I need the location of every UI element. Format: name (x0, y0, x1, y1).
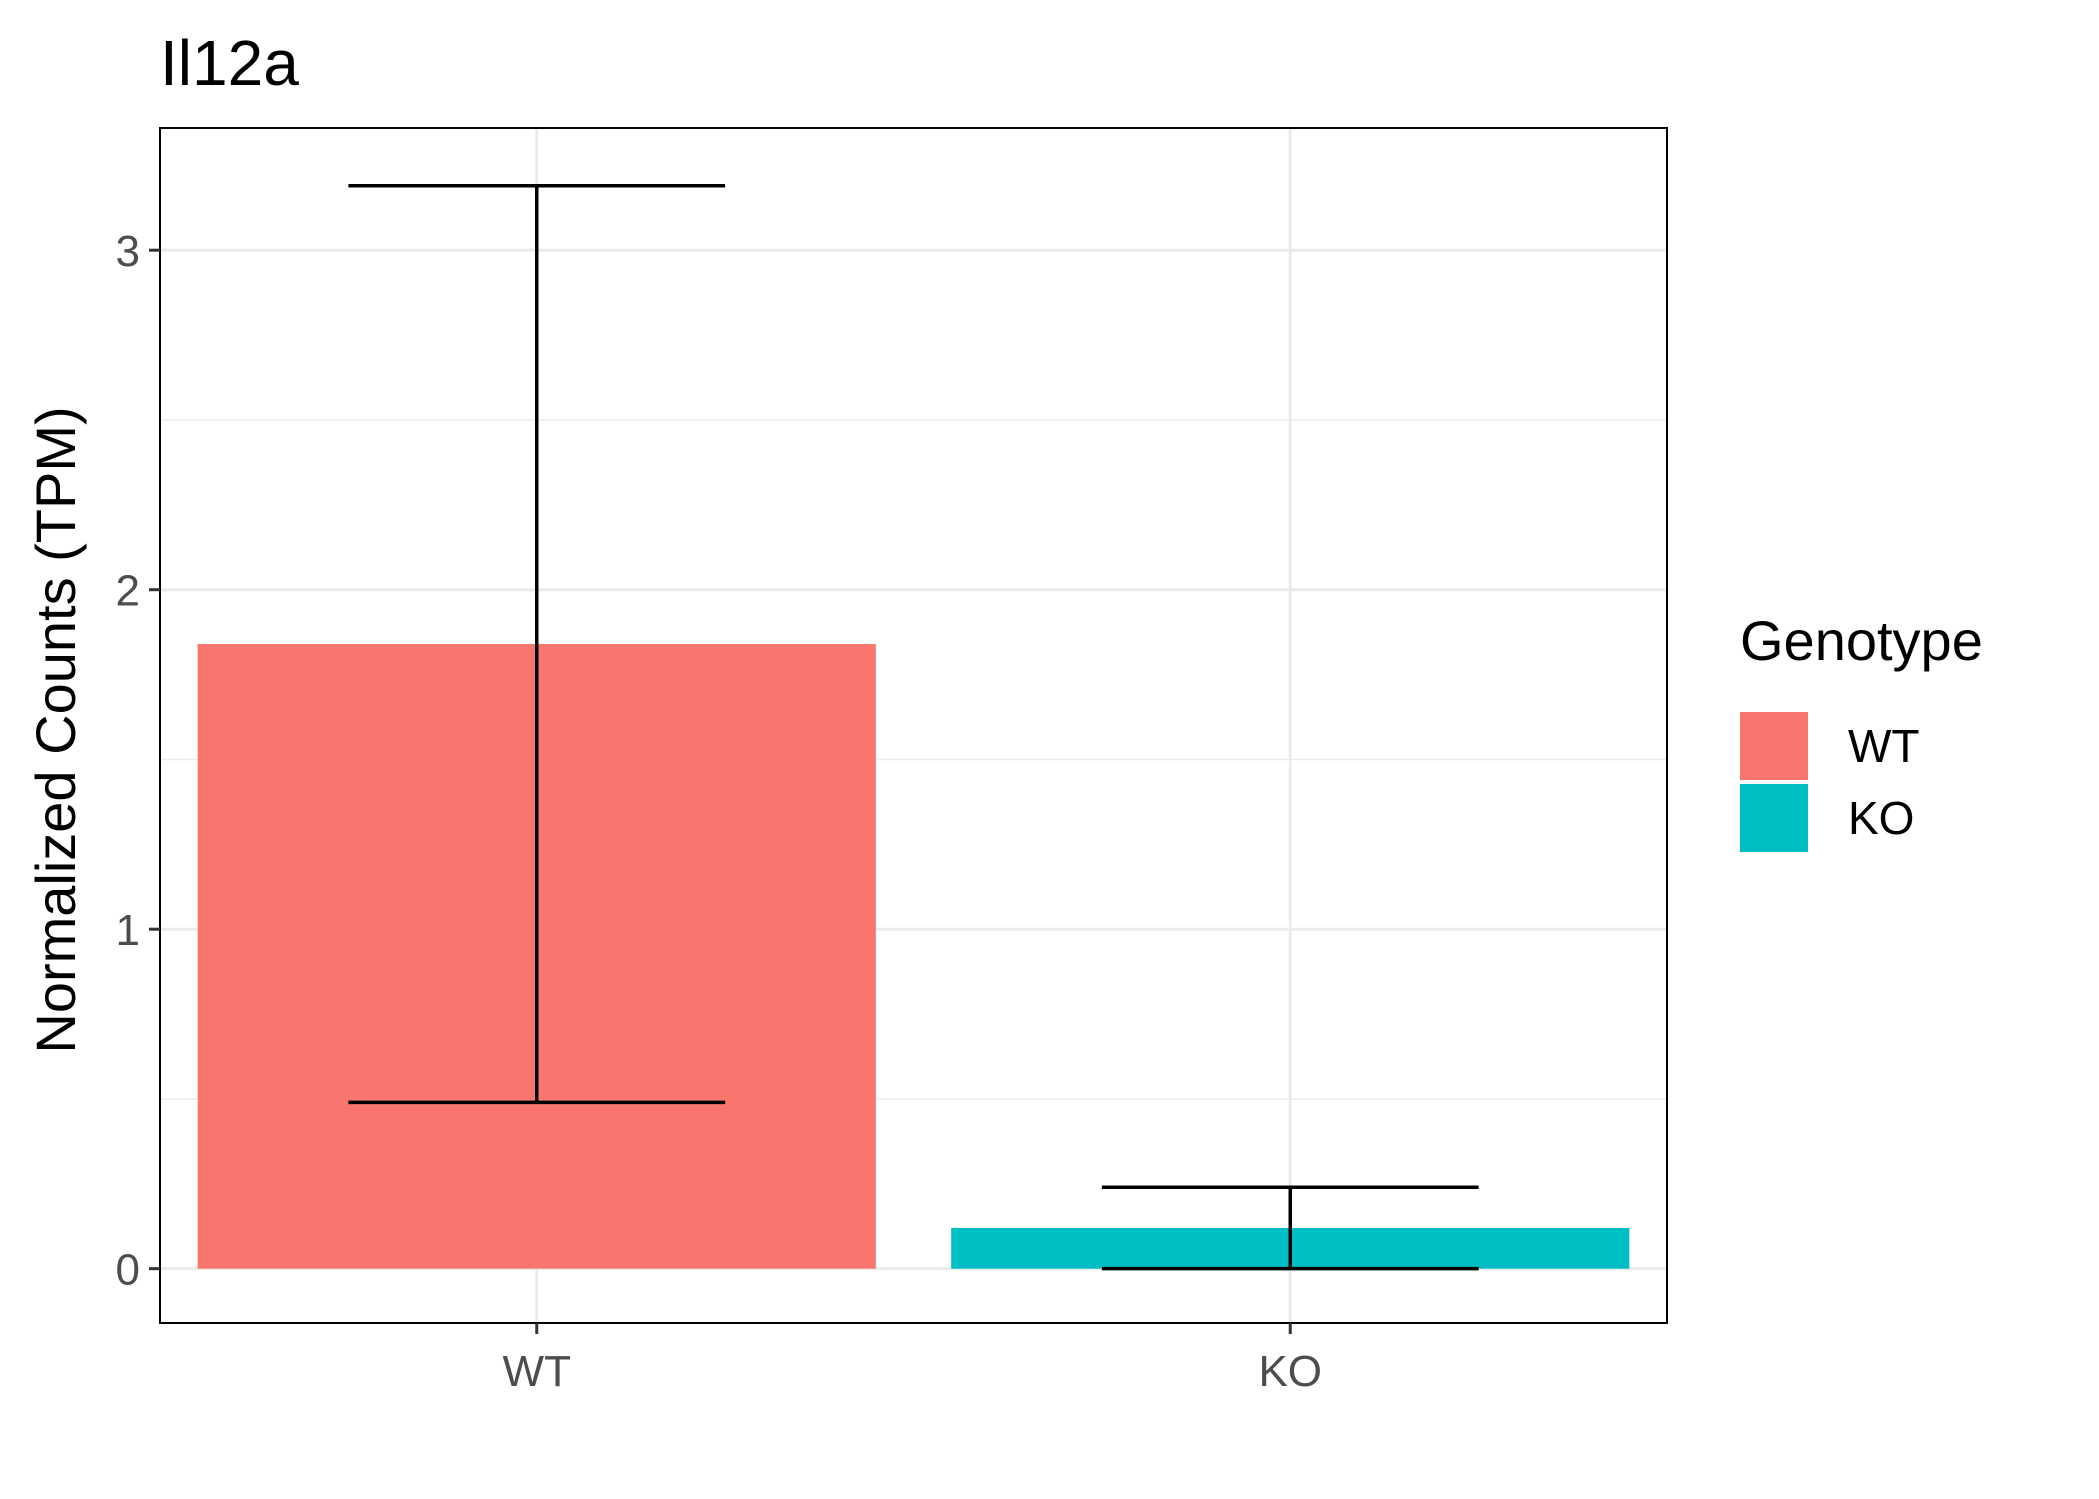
chart-title: Il12a (160, 27, 299, 99)
legend-title: Genotype (1740, 609, 1983, 672)
x-tick-label: KO (1258, 1347, 1322, 1396)
bars (197, 644, 1630, 1269)
legend-swatch-wt (1740, 712, 1808, 780)
error-bars (348, 183, 1479, 1271)
y-tick-label: 2 (116, 567, 140, 616)
y-tick-label: 1 (116, 906, 140, 955)
y-tick-label: 0 (116, 1246, 140, 1295)
y-axis-label: Normalized Counts (TPM) (24, 406, 87, 1053)
legend: Genotype WT KO (1740, 609, 1983, 852)
legend-swatch-ko (1740, 784, 1808, 852)
x-tick-label: WT (503, 1347, 571, 1396)
y-tick-label: 3 (116, 227, 140, 276)
axes: 0 1 2 3 WT KO (116, 227, 1323, 1396)
legend-label-wt: WT (1848, 720, 1920, 772)
legend-label-ko: KO (1848, 792, 1914, 844)
plot-panel-border (159, 127, 1668, 1324)
